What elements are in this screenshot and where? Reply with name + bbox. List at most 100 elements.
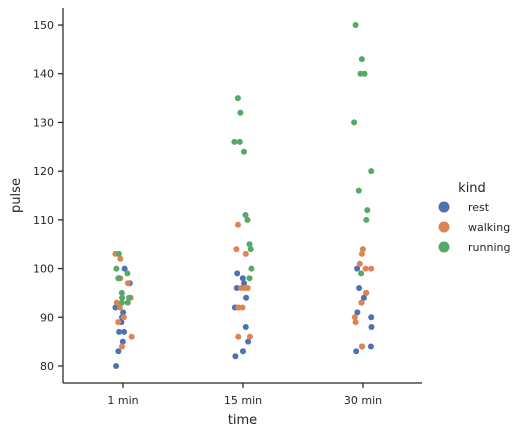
data-point-rest: [368, 324, 375, 330]
y-tick-label: 150: [33, 19, 54, 32]
data-point-running: [115, 250, 122, 257]
data-point-walking: [242, 250, 249, 257]
axes: 80 90 100 110 120 130 140 150 1 min 15 min 30 min t…: [9, 8, 422, 428]
data-point-running: [119, 294, 126, 301]
y-tick-label: 110: [33, 214, 54, 227]
data-point-rest: [241, 280, 248, 287]
data-point-walking: [244, 285, 251, 291]
data-point-running: [236, 138, 243, 145]
data-point-rest: [245, 338, 252, 345]
data-point-walking: [120, 314, 127, 321]
legend-marker-walking: [438, 221, 450, 233]
data-point-walking: [117, 255, 124, 262]
data-point-running: [351, 119, 358, 126]
data-point-rest: [115, 348, 122, 355]
data-point-rest: [367, 343, 374, 350]
data-point-running: [361, 70, 368, 77]
data-point-walking: [128, 333, 135, 340]
data-point-running: [118, 289, 125, 296]
y-tick-label: 90: [40, 311, 54, 324]
data-point-running: [363, 216, 370, 223]
data-point-walking: [356, 260, 363, 267]
x-tick-label: 1 min: [107, 394, 138, 407]
data-point-rest: [119, 338, 126, 345]
data-point-running: [124, 270, 131, 277]
plot-area: [112, 22, 375, 369]
data-point-rest: [368, 314, 375, 321]
data-point-running: [358, 270, 365, 277]
data-point-walking: [359, 343, 366, 350]
data-point-rest: [356, 285, 363, 291]
data-point-running: [248, 265, 255, 272]
data-point-rest: [360, 294, 367, 301]
data-point-rest: [121, 328, 128, 335]
data-point-walking: [119, 343, 125, 350]
data-point-running: [358, 56, 365, 63]
legend: kind rest walking running: [438, 181, 510, 254]
data-point-running: [246, 241, 253, 248]
data-point-walking: [352, 319, 359, 326]
y-axis-label: pulse: [9, 178, 24, 213]
data-point-running: [237, 109, 244, 116]
data-point-walking: [363, 289, 370, 296]
data-point-walking: [235, 333, 242, 340]
data-point-running: [244, 216, 251, 223]
data-point-running: [352, 22, 359, 28]
data-point-running: [246, 275, 253, 282]
data-point-walking: [238, 285, 245, 291]
data-point-walking: [358, 250, 365, 257]
data-point-running: [124, 299, 131, 306]
legend-marker-rest: [438, 201, 450, 213]
data-point-running: [126, 294, 133, 301]
data-point-walking: [235, 304, 242, 311]
data-point-rest: [232, 353, 239, 360]
y-tick-label: 140: [33, 68, 54, 81]
data-point-running: [364, 207, 371, 214]
data-point-running: [115, 275, 122, 282]
data-point-running: [368, 168, 375, 175]
data-point-running: [241, 148, 247, 155]
legend-title: kind: [458, 181, 486, 196]
data-point-walking: [368, 265, 375, 272]
x-tick-label: 15 min: [224, 394, 262, 407]
legend-label-running: running: [468, 241, 510, 254]
data-point-running: [242, 212, 249, 218]
data-point-walking: [113, 299, 120, 306]
data-point-rest: [243, 294, 250, 301]
data-point-rest: [240, 348, 246, 355]
y-tick-label: 80: [40, 360, 54, 373]
data-point-rest: [113, 363, 120, 369]
legend-label-walking: walking: [468, 221, 510, 234]
data-point-walking: [239, 304, 246, 311]
data-point-walking: [235, 221, 241, 228]
data-point-rest: [234, 270, 241, 277]
data-point-rest: [242, 324, 249, 330]
data-point-rest: [354, 309, 361, 316]
data-point-walking: [115, 319, 122, 326]
legend-label-rest: rest: [468, 201, 490, 214]
data-point-rest: [239, 275, 246, 282]
data-point-rest: [112, 304, 119, 311]
data-point-running: [113, 265, 120, 272]
data-point-rest: [353, 348, 360, 355]
data-point-walking: [358, 299, 365, 306]
data-point-walking: [351, 314, 358, 321]
data-point-walking: [362, 265, 369, 272]
data-point-running: [118, 299, 125, 306]
x-axis-label: time: [228, 413, 257, 428]
legend-marker-running: [438, 241, 450, 253]
data-point-running: [355, 187, 362, 194]
data-point-walking: [116, 304, 123, 311]
data-point-running: [247, 246, 254, 253]
data-point-rest: [120, 309, 127, 316]
data-point-rest: [121, 265, 128, 272]
data-point-rest: [116, 328, 123, 335]
data-point-running: [234, 95, 241, 102]
x-tick-label: 30 min: [344, 394, 382, 407]
data-point-walking: [359, 246, 366, 253]
y-tick-label: 130: [33, 116, 54, 129]
data-point-walking: [233, 246, 240, 253]
data-point-rest: [354, 265, 361, 272]
data-point-walking: [246, 333, 253, 340]
